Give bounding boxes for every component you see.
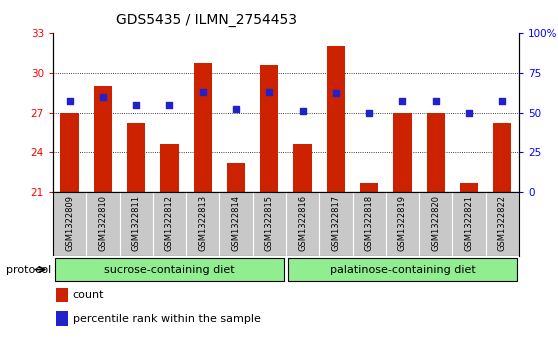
Point bbox=[232, 106, 240, 112]
Text: GSM1322811: GSM1322811 bbox=[132, 195, 141, 251]
Text: palatinose-containing diet: palatinose-containing diet bbox=[330, 265, 475, 274]
Bar bbox=[460, 183, 478, 192]
Bar bbox=[127, 123, 146, 192]
Bar bbox=[194, 63, 212, 192]
FancyBboxPatch shape bbox=[55, 258, 285, 281]
Text: GSM1322818: GSM1322818 bbox=[365, 195, 374, 251]
Text: GSM1322816: GSM1322816 bbox=[298, 195, 307, 251]
Bar bbox=[260, 65, 278, 192]
Point bbox=[465, 110, 474, 115]
Point bbox=[265, 89, 274, 95]
Bar bbox=[56, 311, 68, 326]
Text: GSM1322810: GSM1322810 bbox=[98, 195, 108, 251]
Point bbox=[65, 98, 74, 104]
Text: GDS5435 / ILMN_2754453: GDS5435 / ILMN_2754453 bbox=[116, 13, 297, 27]
Point bbox=[98, 94, 107, 99]
Text: GSM1322820: GSM1322820 bbox=[431, 195, 440, 251]
Point bbox=[198, 89, 207, 95]
Bar bbox=[60, 113, 79, 192]
Text: GSM1322814: GSM1322814 bbox=[232, 195, 240, 251]
Point bbox=[165, 102, 174, 107]
Text: GSM1322821: GSM1322821 bbox=[464, 195, 474, 251]
Point bbox=[365, 110, 374, 115]
Point bbox=[331, 90, 340, 96]
Text: percentile rank within the sample: percentile rank within the sample bbox=[73, 314, 261, 323]
Bar bbox=[426, 113, 445, 192]
Text: count: count bbox=[73, 290, 104, 300]
Bar bbox=[227, 163, 245, 192]
Text: sucrose-containing diet: sucrose-containing diet bbox=[104, 265, 235, 274]
Bar bbox=[56, 288, 68, 302]
Text: protocol: protocol bbox=[6, 265, 51, 274]
Text: GSM1322815: GSM1322815 bbox=[265, 195, 274, 251]
Bar bbox=[160, 144, 179, 192]
Text: GSM1322813: GSM1322813 bbox=[198, 195, 207, 251]
Text: GSM1322822: GSM1322822 bbox=[498, 195, 507, 251]
FancyBboxPatch shape bbox=[287, 258, 517, 281]
Text: GSM1322819: GSM1322819 bbox=[398, 195, 407, 251]
Bar bbox=[94, 86, 112, 192]
Text: GSM1322809: GSM1322809 bbox=[65, 195, 74, 251]
Text: GSM1322812: GSM1322812 bbox=[165, 195, 174, 251]
Bar bbox=[360, 183, 378, 192]
Bar bbox=[294, 144, 312, 192]
Point bbox=[398, 98, 407, 104]
Bar bbox=[327, 46, 345, 192]
Point bbox=[498, 98, 507, 104]
Point bbox=[132, 102, 141, 107]
Point bbox=[431, 98, 440, 104]
Point bbox=[298, 108, 307, 114]
Bar bbox=[493, 123, 512, 192]
Bar bbox=[393, 113, 412, 192]
Text: GSM1322817: GSM1322817 bbox=[331, 195, 340, 251]
